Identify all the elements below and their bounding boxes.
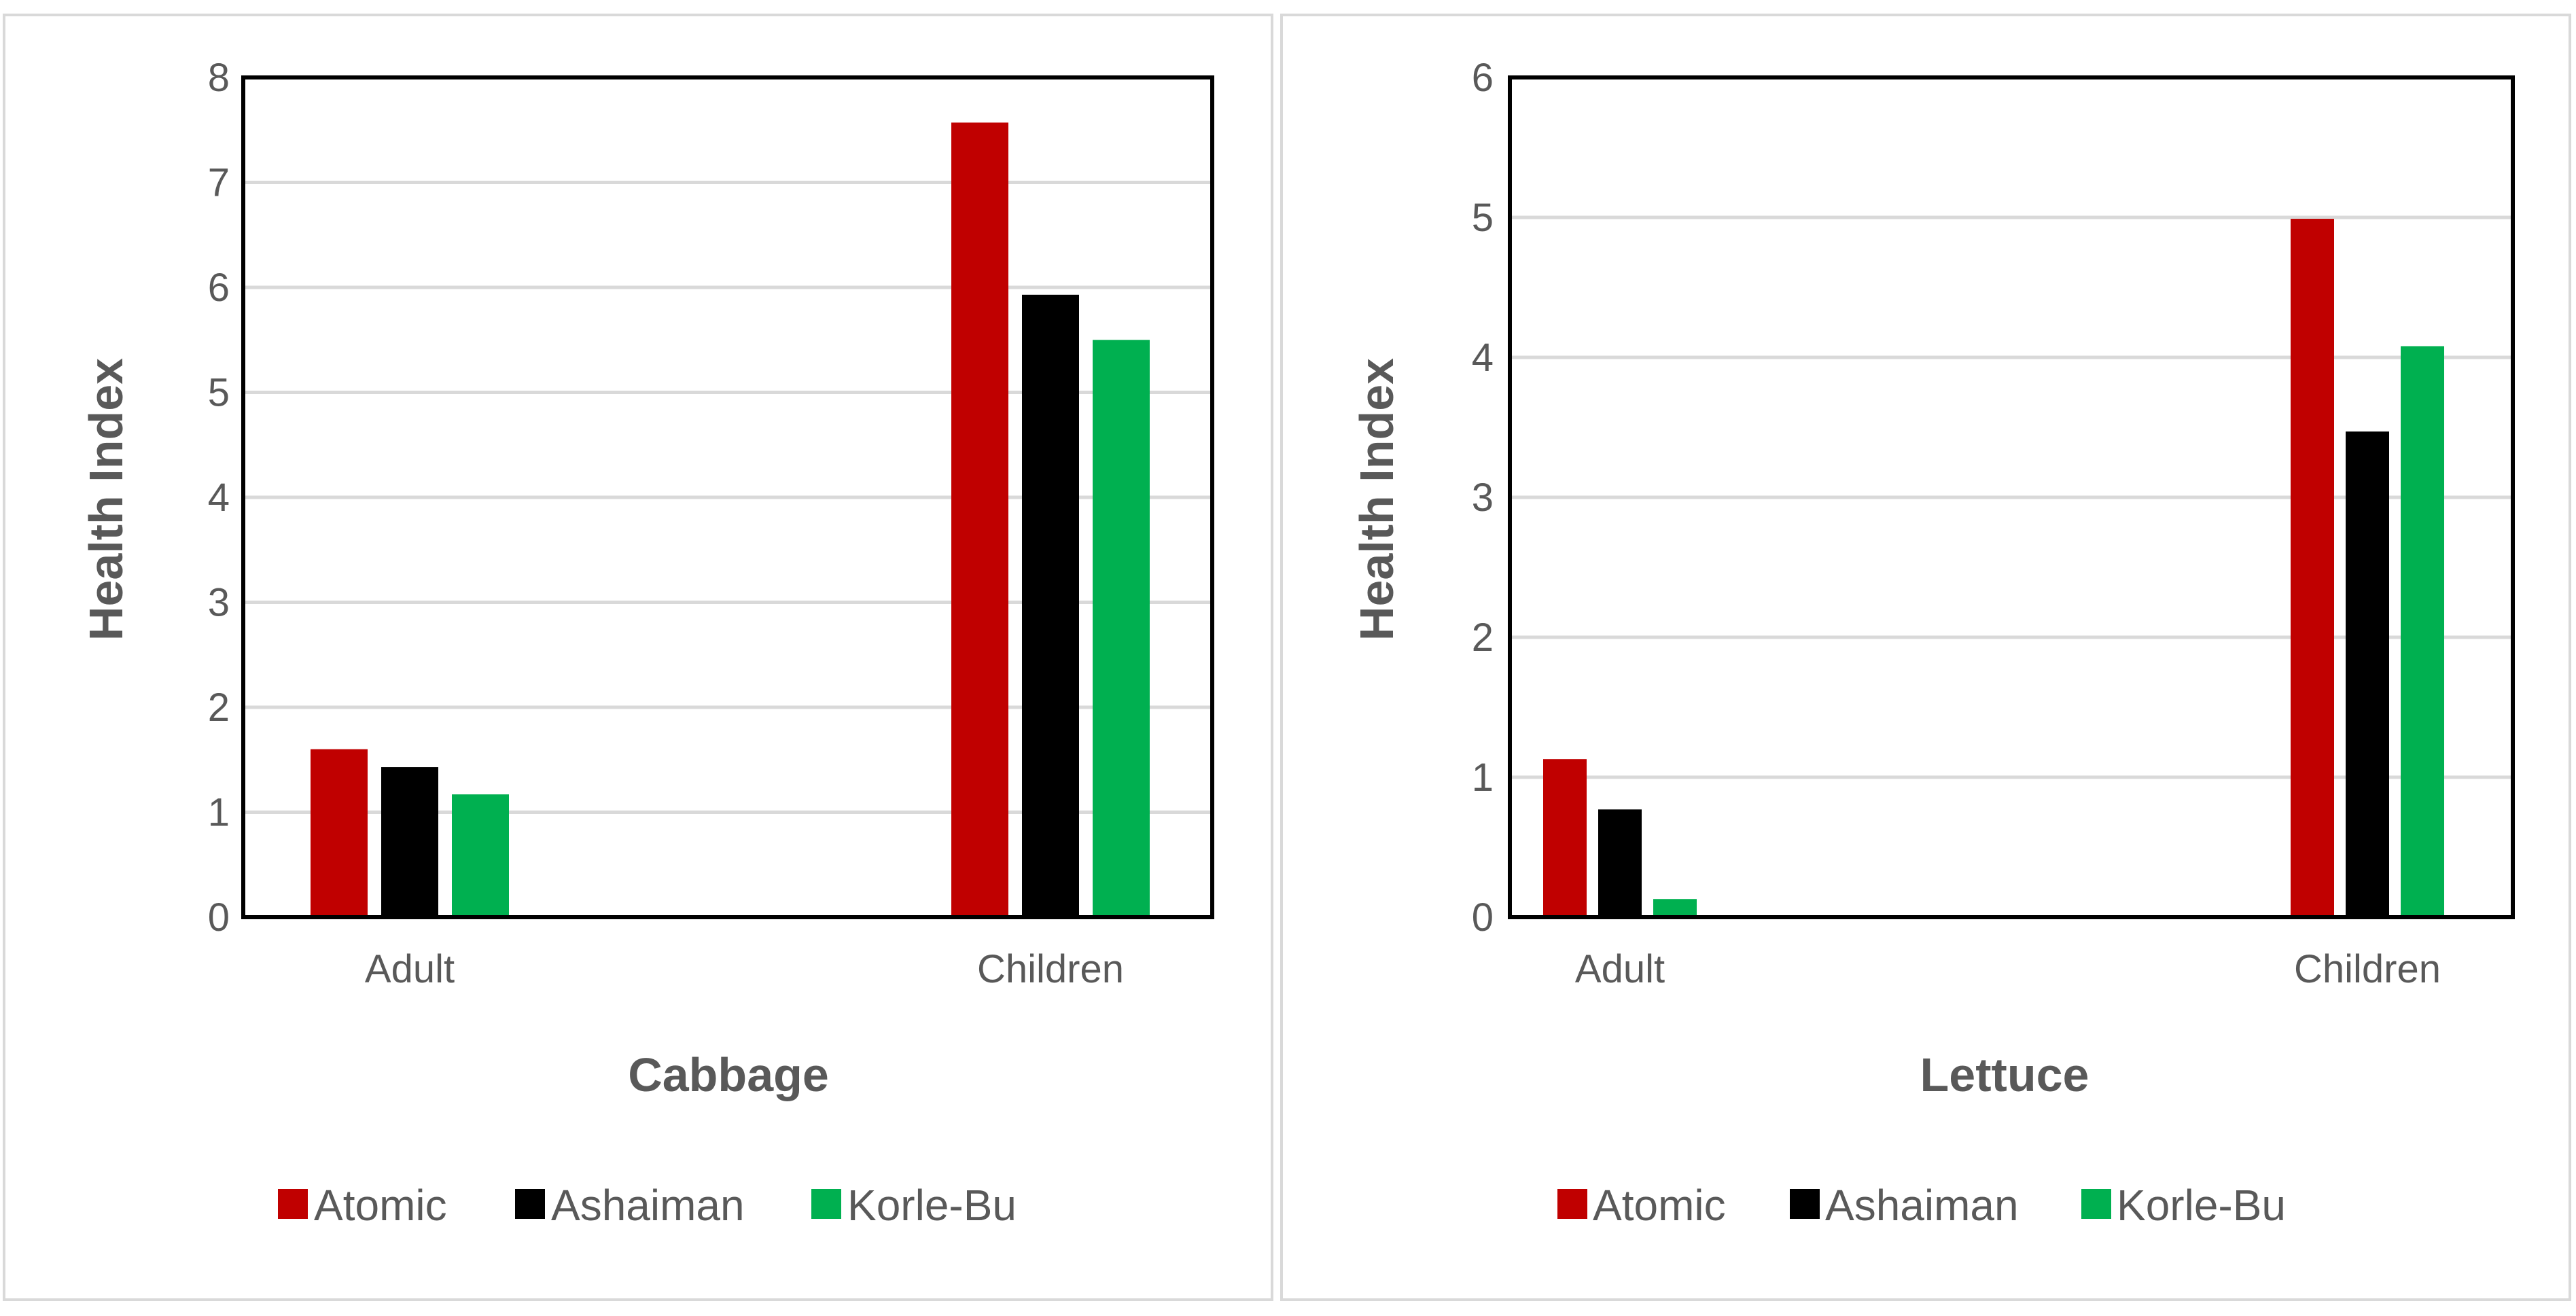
- y-tick-label: 0: [1472, 895, 1494, 940]
- legend-swatch: [811, 1189, 841, 1219]
- chart-panel-cabbage: Health Index Cabbage 0 1 2 3 4 5 6 7 8 Adult Child…: [3, 14, 1273, 1301]
- bar-ashaiman-adult: [381, 767, 438, 917]
- y-tick-label: 3: [208, 581, 230, 625]
- y-tick-label: 1: [1472, 755, 1494, 800]
- y-tick-label: 5: [1472, 196, 1494, 240]
- x-category-label: Children: [2294, 947, 2441, 991]
- bar-ashaiman-adult: [1598, 809, 1642, 917]
- bar-korle-bu-adult: [452, 794, 509, 917]
- bar-korle-bu-children: [2401, 346, 2444, 917]
- plot-frame: [1508, 75, 2515, 919]
- x-category-label: Adult: [1575, 947, 1665, 991]
- y-tick-label: 2: [1472, 616, 1494, 660]
- y-tick-label: 6: [1472, 56, 1494, 100]
- plot-frame: [241, 75, 1214, 919]
- legend-label: Atomic: [314, 1181, 447, 1230]
- y-tick-label: 8: [208, 56, 230, 100]
- chart-cabbage: Health Index Cabbage 0 1 2 3 4 5 6 7 8 Adult Child…: [80, 56, 1214, 1230]
- x-axis-title: Lettuce: [1920, 1048, 2089, 1101]
- legend-label: Korle-Bu: [847, 1181, 1017, 1230]
- bar-atomic-adult: [1543, 759, 1587, 917]
- y-tick-label: 4: [208, 476, 230, 520]
- legend-label: Ashaiman: [551, 1181, 745, 1230]
- y-tick-label: 5: [208, 371, 230, 415]
- x-category-label: Adult: [365, 947, 455, 991]
- y-tick-label: 2: [208, 686, 230, 730]
- y-tick-label: 7: [208, 161, 230, 205]
- chart-panel-lettuce: Health Index Lettuce 0 1 2 3 4 5 6 Adult Childre…: [1280, 14, 2571, 1301]
- bar-atomic-children: [951, 122, 1008, 917]
- y-tick-label: 1: [208, 791, 230, 835]
- bar-korle-bu-children: [1093, 340, 1150, 917]
- y-tick-label: 4: [1472, 336, 1494, 380]
- y-axis-title: Health Index: [1350, 358, 1403, 641]
- legend-swatch: [2081, 1189, 2111, 1219]
- bar-ashaiman-children: [2346, 431, 2389, 917]
- x-axis-title: Cabbage: [628, 1048, 829, 1101]
- y-axis-title: Health Index: [80, 358, 133, 641]
- legend-swatch: [1557, 1189, 1587, 1219]
- legend-label: Ashaiman: [1825, 1181, 2019, 1230]
- legend-label: Atomic: [1593, 1181, 1726, 1230]
- legend-label: Korle-Bu: [2117, 1181, 2286, 1230]
- y-tick-label: 6: [208, 266, 230, 310]
- chart-lettuce: Health Index Lettuce 0 1 2 3 4 5 6 Adult Childre…: [1350, 56, 2515, 1230]
- y-tick-label: 0: [208, 895, 230, 940]
- bar-atomic-adult: [311, 749, 368, 917]
- bar-korle-bu-adult: [1653, 899, 1697, 917]
- legend-swatch: [278, 1189, 308, 1219]
- legend-swatch: [1790, 1189, 1820, 1219]
- bar-ashaiman-children: [1022, 294, 1079, 917]
- bar-atomic-children: [2291, 219, 2334, 917]
- x-category-label: Children: [977, 947, 1124, 991]
- y-tick-label: 3: [1472, 476, 1494, 520]
- legend-swatch: [515, 1189, 545, 1219]
